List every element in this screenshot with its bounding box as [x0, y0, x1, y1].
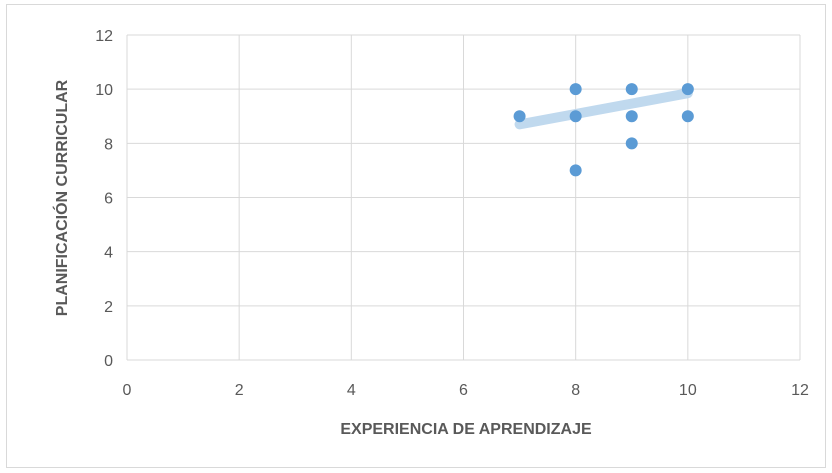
y-tick-label: 12 [95, 28, 113, 45]
y-axis-title: PLANIFICACIÓN CURRICULAR [52, 79, 71, 316]
x-tick-label: 10 [679, 382, 697, 399]
y-tick-label: 6 [104, 191, 113, 208]
trendline-line [514, 88, 693, 130]
grid [126, 34, 801, 361]
x-tick-label: 12 [791, 382, 809, 399]
data-point [625, 110, 638, 123]
data-point [513, 110, 526, 123]
y-tick-label: 10 [95, 82, 113, 99]
data-point [681, 83, 694, 96]
data-points [513, 83, 694, 177]
data-point [625, 137, 638, 150]
y-tick-label: 4 [104, 245, 113, 262]
x-tick-label: 6 [459, 382, 468, 399]
x-tick-labels: 0 2 4 6 8 10 12 [123, 382, 809, 399]
data-point [569, 164, 582, 177]
trendline [514, 88, 693, 130]
y-tick-label: 2 [104, 299, 113, 316]
y-tick-label: 0 [104, 353, 113, 370]
data-point [681, 110, 694, 123]
y-tick-labels: 0 2 4 6 8 10 12 [95, 28, 113, 370]
data-point [625, 83, 638, 96]
data-point [569, 110, 582, 123]
x-tick-label: 2 [235, 382, 244, 399]
data-point [569, 83, 582, 96]
x-tick-label: 4 [347, 382, 356, 399]
x-tick-label: 0 [123, 382, 132, 399]
x-axis-title: EXPERIENCIA DE APRENDIZAJE [340, 421, 592, 438]
y-tick-label: 8 [104, 136, 113, 153]
chart-frame [6, 4, 826, 468]
x-tick-label: 8 [571, 382, 580, 399]
